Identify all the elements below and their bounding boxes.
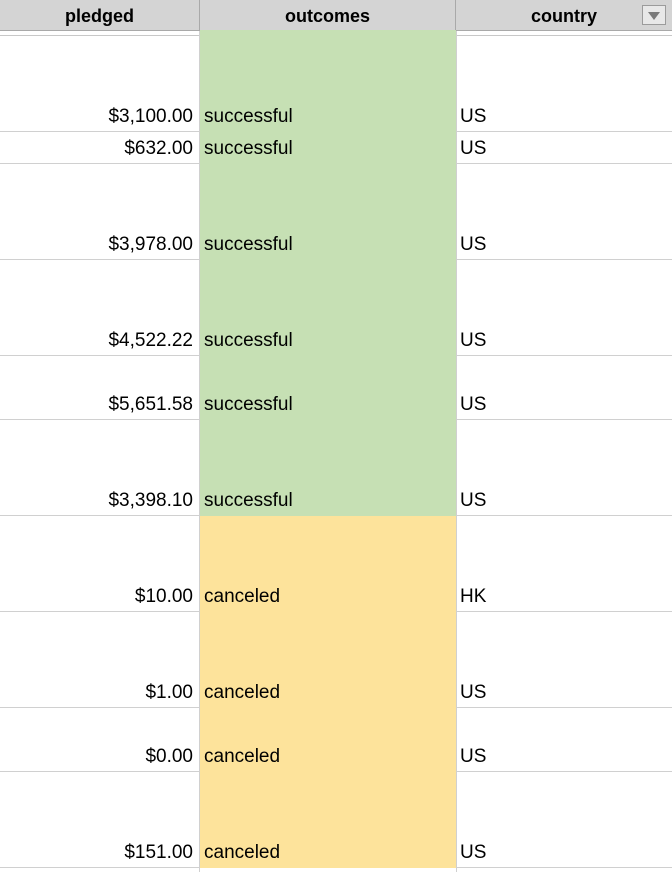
table-row[interactable]: $151.00 canceled US (0, 772, 672, 868)
partial-row-fill (200, 30, 456, 36)
table-row[interactable]: $10.00 canceled HK (0, 516, 672, 612)
table-row[interactable]: $3,398.10 successful US (0, 420, 672, 516)
outcome-fill (200, 516, 456, 612)
table-row[interactable]: $3,978.00 successful US (0, 164, 672, 260)
outcome-fill (200, 260, 456, 356)
column-header-country[interactable]: country (456, 0, 672, 30)
cell-country[interactable]: US (460, 842, 487, 863)
table-row[interactable]: $5,651.58 successful US (0, 356, 672, 420)
table-row[interactable]: $3,100.00 successful US (0, 36, 672, 132)
cell-country[interactable]: US (460, 394, 487, 415)
cell-pledged[interactable]: $4,522.22 (108, 330, 193, 351)
cell-country[interactable]: US (460, 490, 487, 511)
cell-pledged[interactable]: $151.00 (124, 842, 193, 863)
cell-outcome[interactable]: successful (204, 234, 293, 255)
outcome-fill (200, 708, 456, 772)
cell-pledged[interactable]: $3,100.00 (108, 106, 193, 127)
table-row[interactable]: $4,522.22 successful US (0, 260, 672, 356)
cell-outcome[interactable]: successful (204, 330, 293, 351)
cell-country[interactable]: US (460, 746, 487, 767)
column-divider (456, 31, 457, 872)
cell-outcome[interactable]: canceled (204, 586, 281, 607)
cell-outcome[interactable]: successful (204, 138, 293, 159)
outcome-fill (200, 36, 456, 132)
cell-pledged[interactable]: $3,978.00 (108, 234, 193, 255)
cell-pledged[interactable]: $0.00 (145, 746, 193, 767)
outcome-fill (200, 612, 456, 708)
cell-country[interactable]: US (460, 138, 487, 159)
column-header-country-label: country (530, 6, 597, 26)
outcome-fill (200, 164, 456, 260)
outcome-fill (200, 772, 456, 868)
table-row[interactable]: $0.00 canceled US (0, 708, 672, 772)
cell-country[interactable]: HK (460, 586, 487, 607)
cell-pledged[interactable]: $10.00 (134, 586, 193, 607)
cell-country[interactable]: US (460, 330, 487, 351)
filter-dropdown-icon[interactable] (642, 5, 666, 25)
cell-country[interactable]: US (460, 234, 487, 255)
cell-outcome[interactable]: successful (204, 490, 293, 511)
cell-pledged[interactable]: $5,651.58 (108, 394, 193, 415)
column-header-outcomes[interactable]: outcomes (200, 0, 456, 30)
cell-pledged[interactable]: $1.00 (145, 682, 193, 703)
outcome-fill (200, 132, 456, 164)
outcome-fill (200, 420, 456, 516)
cell-country[interactable]: US (460, 106, 487, 127)
cell-outcome[interactable]: canceled (204, 746, 281, 767)
cell-outcome[interactable]: canceled (204, 682, 281, 703)
partial-row-above (0, 30, 672, 36)
cell-pledged[interactable]: $632.00 (124, 138, 193, 159)
table-row[interactable]: $1.00 canceled US (0, 612, 672, 708)
column-divider (199, 31, 200, 872)
cell-outcome[interactable]: successful (204, 394, 293, 415)
cell-pledged[interactable]: $3,398.10 (108, 490, 193, 511)
column-header-pledged[interactable]: pledged (0, 0, 200, 30)
cell-outcome[interactable]: canceled (204, 842, 281, 863)
column-header-row: pledged outcomes country (0, 0, 672, 31)
cell-outcome[interactable]: successful (204, 106, 293, 127)
table-row[interactable]: $632.00 successful US (0, 132, 672, 164)
outcome-fill (200, 356, 456, 420)
cell-country[interactable]: US (460, 682, 487, 703)
